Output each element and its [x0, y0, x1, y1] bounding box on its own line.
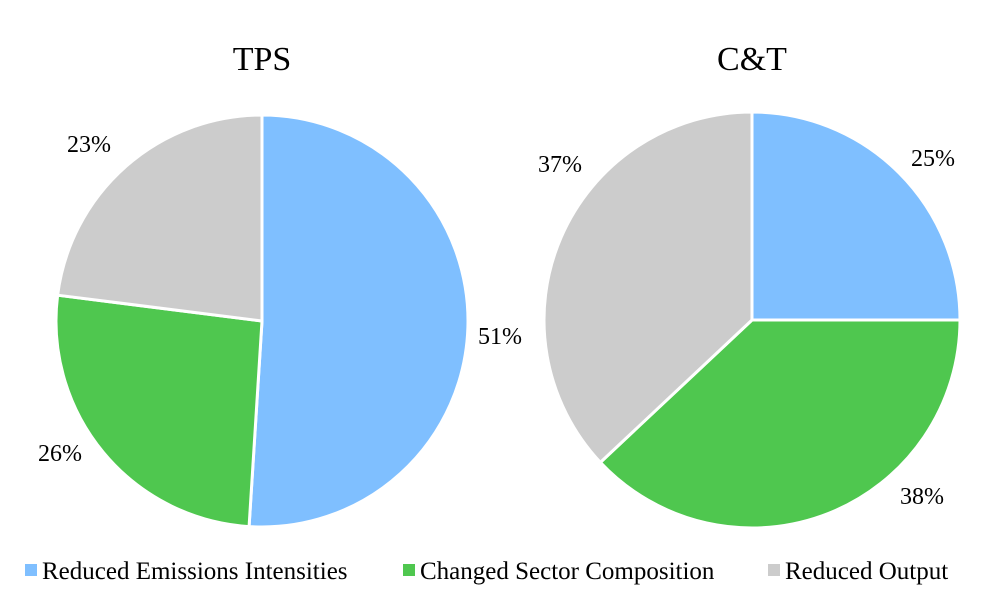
legend-swatch-changed-sector-composition [403, 564, 415, 576]
chart-title-ct: C&T [717, 41, 787, 78]
pie-chart-ct: C&T 25% 38% 37% [538, 41, 962, 530]
slice-label-tps-reduced-emissions-intensities: 51% [478, 324, 522, 350]
slice-label-tps-changed-sector-composition: 26% [38, 441, 82, 467]
legend: Reduced Emissions Intensities Changed Se… [25, 558, 948, 585]
pie-slice-tps-reduced-output [56, 113, 264, 323]
slice-label-ct-changed-sector-composition: 38% [900, 484, 944, 510]
legend-label-reduced-output: Reduced Output [785, 558, 948, 585]
pie-slice-ct-reduced-emissions-intensities [750, 110, 962, 322]
legend-label-changed-sector-composition: Changed Sector Composition [420, 558, 715, 585]
pie-slice-ct-reduced-output [542, 110, 754, 464]
slice-label-ct-reduced-output: 37% [538, 152, 582, 178]
legend-swatch-reduced-output [768, 564, 780, 576]
slice-label-tps-reduced-output: 23% [67, 132, 111, 158]
pie-slice-tps-reduced-emissions-intensities [247, 113, 470, 529]
pie-slice-tps-changed-sector-composition [54, 293, 264, 529]
legend-swatch-reduced-emissions-intensities [25, 564, 37, 576]
slice-label-ct-reduced-emissions-intensities: 25% [911, 146, 955, 172]
legend-label-reduced-emissions-intensities: Reduced Emissions Intensities [42, 558, 348, 585]
chart-title-tps: TPS [233, 41, 292, 78]
pie-chart-tps: TPS 51% 26% 23% [38, 41, 522, 529]
pie-slice-ct-changed-sector-composition [598, 318, 962, 530]
pie-slices-ct [542, 110, 962, 530]
pie-slices-tps [54, 113, 470, 529]
